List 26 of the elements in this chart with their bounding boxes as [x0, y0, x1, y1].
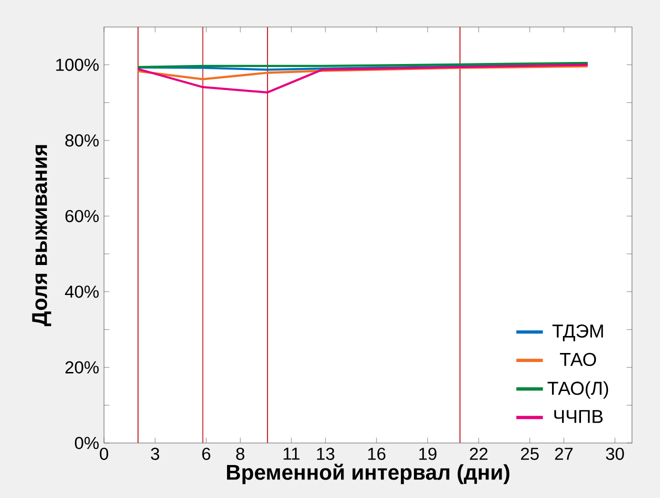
x-tick-label: 27	[555, 448, 573, 460]
x-tick-label: 19	[419, 448, 436, 460]
x-tick-label: 8	[236, 448, 244, 460]
y-tick-label: 0%	[74, 436, 99, 450]
y-tick-label: 100%	[56, 58, 99, 71]
line-series	[136, 64, 589, 94]
x-tick-label: 25	[521, 448, 539, 460]
x-tick-label: 30	[606, 448, 624, 460]
y-tick-label: 40%	[65, 286, 99, 298]
legend-label: ТАО(Л)	[548, 381, 608, 399]
x-tick-label: 0	[100, 448, 108, 460]
legend-label: ТАО	[560, 352, 596, 366]
line-series	[136, 65, 589, 80]
y-axis-title: Доля выживания	[32, 145, 52, 326]
y-tick-label: 80%	[65, 134, 99, 147]
x-tick-label: 16	[368, 448, 386, 460]
x-tick-label: 3	[150, 448, 160, 460]
legend-label: ТДЭМ	[552, 324, 603, 342]
legend-label: ЧЧПВ	[554, 410, 603, 423]
y-tick-label: 60%	[65, 210, 99, 222]
y-tick-label: 20%	[65, 361, 99, 374]
x-tick-label: 13	[317, 448, 334, 460]
x-tick-label: 22	[470, 448, 488, 460]
x-tick-label: 6	[202, 448, 210, 460]
x-tick-label: 11	[284, 448, 300, 460]
x-axis-title: Временной интервал (дни)	[227, 464, 510, 484]
